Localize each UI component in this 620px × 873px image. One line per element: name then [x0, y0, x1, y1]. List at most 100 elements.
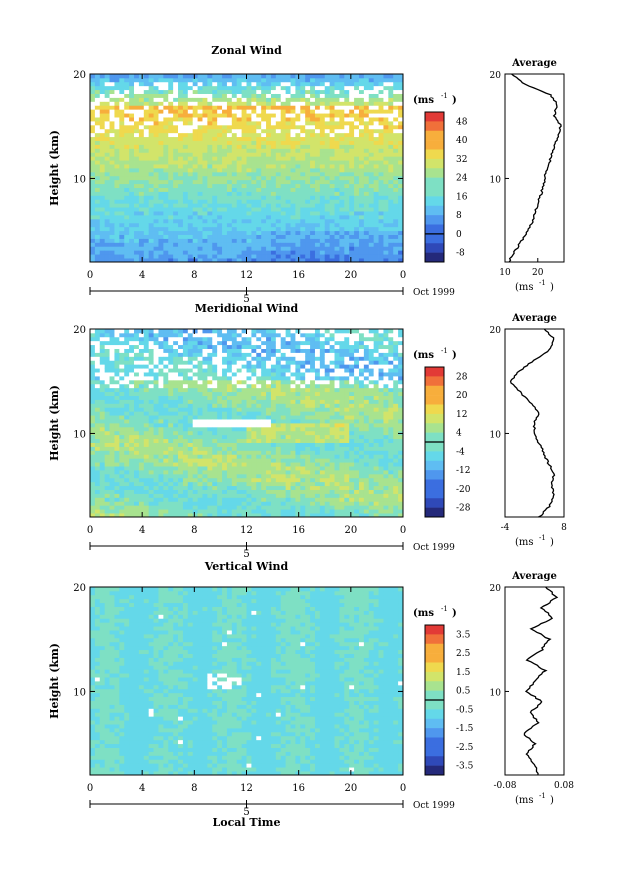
heatmap-cell — [138, 329, 145, 334]
heatmap-cell — [124, 191, 130, 196]
heatmap-cell — [182, 329, 189, 334]
heatmap-cell — [153, 477, 159, 483]
heatmap-cell — [398, 179, 404, 185]
heatmap-cell — [256, 171, 262, 177]
heatmap-cell — [363, 242, 370, 247]
heatmap-cell — [99, 415, 106, 420]
heatmap-cell — [231, 352, 238, 357]
heatmap-cell — [393, 101, 399, 106]
colorbar-band — [425, 243, 444, 253]
heatmap-cell — [134, 132, 140, 138]
heatmap-cell — [246, 368, 252, 373]
heatmap-cell — [197, 171, 203, 177]
heatmap-cell — [354, 168, 360, 173]
heatmap-cell — [153, 329, 159, 334]
heatmap-cell — [168, 191, 174, 196]
heatmap-cell — [197, 132, 203, 138]
heatmap-cell — [319, 152, 326, 157]
heatmap-cell — [168, 364, 174, 369]
heatmap-cell — [158, 446, 164, 451]
heatmap-cell — [222, 258, 228, 263]
heatmap-cell — [129, 442, 135, 447]
heatmap-cell — [310, 93, 316, 98]
heatmap-cell — [261, 168, 267, 173]
heatmap-cell — [266, 336, 272, 342]
heatmap-cell — [383, 140, 389, 145]
heatmap-cell — [329, 238, 335, 243]
heatmap-cell — [226, 246, 233, 251]
heatmap-cell — [280, 234, 287, 239]
heatmap-cell — [104, 348, 110, 353]
heatmap-cell — [358, 218, 365, 224]
heatmap-cell — [378, 191, 384, 196]
heatmap-cell — [236, 222, 243, 228]
heatmap-cell — [217, 101, 223, 106]
heatmap-cell — [226, 477, 233, 483]
heatmap-cell — [178, 372, 184, 377]
heatmap-cell — [266, 340, 272, 346]
heatmap-cell — [354, 152, 360, 157]
heatmap-cell — [119, 226, 125, 232]
heatmap-cell — [168, 156, 174, 161]
heatmap-cell — [134, 395, 140, 400]
heatmap-cell — [363, 101, 370, 106]
heatmap-cell — [197, 238, 203, 243]
heatmap-cell — [109, 454, 115, 459]
heatmap-cell — [163, 403, 169, 408]
heatmap-cell — [226, 473, 233, 479]
heatmap-cell — [207, 329, 213, 334]
heatmap-cell — [163, 179, 169, 185]
heatmap-cell — [334, 171, 340, 177]
heatmap-cell — [217, 246, 223, 251]
heatmap-cell — [187, 218, 194, 224]
heatmap-cell — [99, 466, 106, 471]
heatmap-cell — [266, 513, 272, 518]
heatmap-cell — [178, 238, 184, 243]
heatmap-cell — [231, 477, 238, 483]
heatmap-cell — [148, 156, 154, 161]
heatmap-cell — [124, 89, 130, 94]
heatmap-cell — [109, 411, 115, 416]
heatmap-cell — [319, 191, 326, 196]
heatmap-cell — [134, 81, 140, 87]
heatmap-cell — [163, 446, 169, 451]
heatmap-cell — [182, 462, 189, 467]
heatmap-cell — [241, 179, 247, 185]
heatmap-cell — [270, 242, 277, 247]
heatmap-cell — [173, 195, 179, 200]
panel-title: Zonal Wind — [211, 44, 282, 57]
heatmap-cell — [270, 454, 277, 459]
heatmap-cell — [212, 458, 218, 463]
heatmap-cell — [398, 203, 404, 208]
heatmap-cell — [187, 442, 194, 447]
heatmap-cell — [148, 360, 154, 365]
heatmap-cell — [114, 411, 120, 416]
heatmap-cell — [202, 124, 208, 130]
heatmap-cell — [163, 450, 169, 455]
heatmap-cell — [104, 332, 110, 338]
heatmap-cell — [275, 109, 282, 114]
heatmap-cell — [241, 376, 247, 381]
heatmap-cell — [158, 379, 164, 385]
heatmap-cell — [168, 430, 174, 436]
heatmap-cell — [231, 446, 238, 451]
heatmap-cell — [134, 140, 140, 145]
heatmap-cell — [398, 148, 404, 153]
heatmap-cell — [295, 152, 301, 157]
heatmap-cell — [168, 509, 174, 514]
heatmap-cell — [393, 230, 399, 235]
heatmap-cell — [173, 352, 179, 357]
heatmap-cell — [202, 74, 208, 79]
heatmap-cell — [393, 254, 399, 259]
heatmap-cell — [178, 379, 184, 385]
heatmap-cell — [99, 501, 106, 506]
heatmap-cell — [163, 438, 169, 443]
heatmap-cell — [192, 191, 198, 196]
heatmap-cell — [138, 250, 145, 255]
heatmap-cell — [104, 376, 110, 381]
x-tick-label: 0 — [400, 270, 406, 281]
heatmap-cell — [148, 438, 154, 443]
heatmap-cell — [173, 348, 179, 353]
heatmap-cell — [158, 391, 164, 396]
heatmap-cell — [158, 493, 164, 498]
